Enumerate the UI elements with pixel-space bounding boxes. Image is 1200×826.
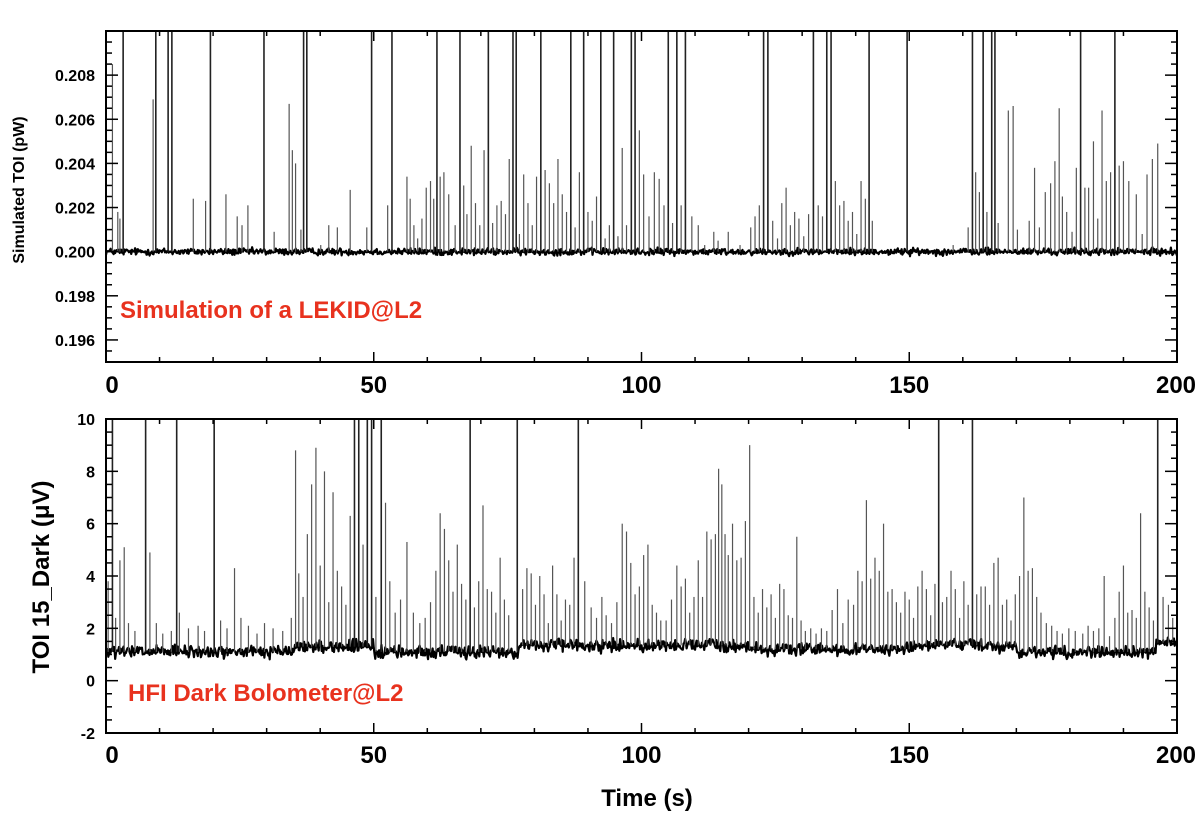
top-spikes bbox=[111, 31, 1159, 252]
bottom-y-axis-label: TOI 15_Dark (μV) bbox=[28, 481, 55, 674]
top-y-axis-label: Simulated TOI (pW) bbox=[11, 116, 28, 263]
top-x-tick-label-0: 0 bbox=[105, 372, 118, 399]
bottom-panel: 0 50 100 150 200 -2 0 2 4 6 8 10 TOI 15_… bbox=[28, 412, 1196, 812]
bottom-x-tick-label-50: 50 bbox=[360, 742, 387, 769]
top-axis-ticks bbox=[105, 30, 1178, 363]
top-x-tick-label-150: 150 bbox=[889, 372, 929, 399]
bottom-x-tick-label-150: 150 bbox=[889, 742, 929, 769]
bottom-data-trace bbox=[104, 636, 1178, 661]
top-y-tick-label-0196: 0.196 bbox=[55, 333, 95, 350]
top-data-trace bbox=[104, 246, 1179, 258]
top-x-tick-label-200: 200 bbox=[1156, 372, 1196, 399]
top-x-tick-label-100: 100 bbox=[621, 372, 661, 399]
top-y-tick-label-0198: 0.198 bbox=[55, 289, 95, 306]
bottom-y-tick-label-6: 6 bbox=[86, 517, 95, 534]
bottom-y-tick-label-8: 8 bbox=[86, 464, 95, 481]
bottom-y-tick-label-0: 0 bbox=[86, 674, 95, 691]
top-y-tick-label-0208: 0.208 bbox=[55, 68, 95, 85]
top-y-tick-label-0200: 0.200 bbox=[55, 245, 95, 262]
bottom-axis-ticks bbox=[105, 418, 1178, 734]
bottom-spikes bbox=[107, 419, 1174, 652]
top-annotation: Simulation of a LEKID@L2 bbox=[120, 297, 422, 324]
bottom-x-tick-label-0: 0 bbox=[105, 742, 118, 769]
top-panel: 0 50 100 150 200 0.196 0.198 0.200 0.202… bbox=[11, 30, 1196, 399]
bottom-y-tick-label-10: 10 bbox=[77, 412, 95, 429]
top-baseline-noise bbox=[104, 246, 1179, 258]
top-y-tick-label-0206: 0.206 bbox=[55, 112, 95, 129]
bottom-annotation: HFI Dark Bolometer@L2 bbox=[128, 680, 403, 707]
bottom-x-axis-label: Time (s) bbox=[601, 785, 693, 812]
bottom-y-tick-label-4: 4 bbox=[86, 569, 95, 586]
top-x-tick-label-50: 50 bbox=[360, 372, 387, 399]
bottom-x-tick-label-100: 100 bbox=[621, 742, 661, 769]
top-y-tick-label-0204: 0.204 bbox=[55, 156, 95, 173]
top-y-tick-label-0202: 0.202 bbox=[55, 201, 95, 218]
bottom-x-tick-label-200: 200 bbox=[1156, 742, 1196, 769]
bottom-y-tick-label-neg2: -2 bbox=[81, 726, 95, 743]
bot-baseline-noise bbox=[104, 636, 1178, 661]
bottom-y-tick-label-2: 2 bbox=[86, 621, 95, 638]
